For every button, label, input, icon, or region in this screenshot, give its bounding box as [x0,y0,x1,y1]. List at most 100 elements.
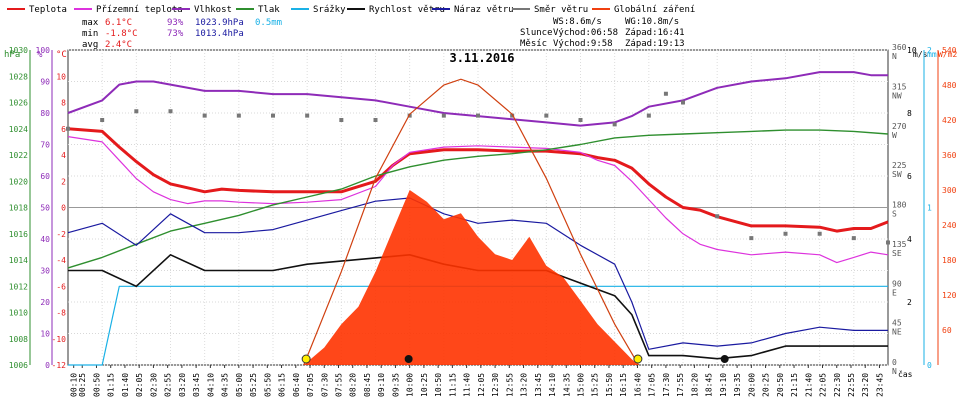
stats-min-humidity: 73% [167,29,184,39]
wind-direction-point [100,118,105,122]
x-tick-label: 12:55 [505,373,514,397]
pressure-tick-label: 1018 [9,204,28,213]
x-tick-label: 08:45 [363,373,372,397]
wind-direction-point [544,113,549,118]
wind-direction-point [271,113,275,118]
wind-direction-point [663,91,668,96]
temperature-tick-label: -12 [52,361,67,370]
pressure-tick-label: 1012 [9,282,28,291]
wind-speed-tick-label: 2 [907,298,912,307]
legend-label: Rychlost větru [369,5,445,15]
x-tick-label: 16:15 [619,373,628,397]
x-tick-label: 00:50 [92,373,101,397]
legend-label: Náraz větru [454,5,514,15]
wind-direction-compass-label: NE [892,328,902,337]
legend-item: Náraz větru [432,5,514,15]
x-tick-label: 17:30 [662,373,671,397]
temperature-tick-label: 0 [61,204,66,213]
x-tick-label: 22:55 [847,373,856,397]
x-tick-label: 17:55 [676,373,685,397]
series-teplota [67,127,889,233]
temperature-tick-label: 8 [61,99,66,108]
x-tick-label: 12:30 [491,373,500,397]
temperature-tick-label: -4 [56,256,66,265]
radiation-tick-label: 240 [942,221,957,230]
legend-label: Srážky [313,5,346,15]
radiation-tick-label: 360 [942,151,957,160]
wind-direction-point [783,231,788,236]
x-tick-label: 17:05 [648,373,657,397]
humidity-tick-label: 0 [45,361,50,370]
pressure-tick-label: 1030 [9,46,28,55]
stats-max-pressure: 1023.9hPa [195,18,244,28]
humidity-tick-label: 80 [40,109,50,118]
x-tick-label: 16:40 [633,373,642,397]
x-tick-label: 02:30 [149,373,158,397]
series-line [67,129,889,269]
wind-direction-point [236,113,241,118]
temperature-tick-label: 10 [56,72,66,81]
moon-label: Měsíc [520,39,547,49]
pressure-tick-label: 1026 [9,99,28,108]
series-tlak [67,129,889,269]
temperature-tick-label: 6 [61,125,66,134]
temperature-tick-label: -10 [52,335,67,344]
stats-min-temp: -1.8°C [105,29,138,39]
x-tick-label: 10:25 [420,373,429,397]
x-tick-label: 19:35 [733,373,742,397]
x-tick-label: 23:20 [861,373,870,397]
stats-min-pressure: 1013.4hPa [195,29,244,39]
humidity-tick-label: 50 [40,204,50,213]
x-tick-label: 20:25 [762,373,771,397]
humidity-tick-label: 30 [40,267,50,276]
x-tick-label: 07:55 [334,373,343,397]
wind-direction-point [373,118,378,122]
rain-tick-label: 0 [927,361,932,370]
x-tick-label: 05:25 [249,373,258,397]
x-tick-label: 20:50 [776,373,785,397]
temperature-tick-label: -6 [56,282,66,291]
temperature-tick-label: 2 [61,177,66,186]
legend-label: Přízemní teplota [96,5,183,15]
x-tick-label: 18:45 [705,373,714,397]
moon-marker [404,355,413,363]
legend-item: Vlhkost [172,5,232,15]
pressure-tick-label: 1020 [9,177,28,186]
wind-direction-point [817,231,822,236]
stats-min-label: min [82,29,98,39]
axes: hPa% °C1006100810101012101410161018102010… [4,43,957,397]
temperature-tick-label: -2 [56,230,66,239]
x-tick-label: 20:00 [747,373,756,397]
x-tick-label: 03:45 [192,373,201,397]
x-tick-label: 03:20 [178,373,187,397]
series-přízemní-teplota [67,136,889,264]
humidity-tick-label: 70 [40,141,50,150]
stats-max-rain: 0.5mm [255,18,282,28]
legend-item: Rychlost větru [347,5,445,15]
x-tick-label: 18:20 [690,373,699,397]
pressure-tick-label: 1024 [9,125,28,134]
stats-avg-label: avg [82,40,98,50]
wind-direction-compass-label: N [892,52,897,61]
radiation-unit: W/m2 [938,50,957,59]
wind-direction-point [441,113,446,118]
legend-label: Tlak [258,5,280,15]
humidity-tick-label: 100 [36,46,51,55]
radiation-tick-label: 180 [942,256,957,265]
x-tick-label: 15:50 [605,373,614,397]
sun-marker [301,354,311,364]
pressure-tick-label: 1006 [9,361,28,370]
series-směr-větru [66,91,890,245]
humidity-tick-label: 90 [40,78,50,87]
radiation-tick-label: 480 [942,81,957,90]
legend-item: Směr větru [512,5,588,15]
wind-speed-max: WS:8.6m/s [553,17,602,27]
x-tick-label: 15:00 [577,373,586,397]
wind-gust-max: WG:10.8m/s [625,17,679,27]
x-tick-label: 10:00 [406,373,415,397]
wind-direction-point [886,240,890,245]
radiation-area [303,190,639,365]
wind-direction-compass-label: W [892,131,897,140]
sun-label: Slunce [520,28,553,38]
wind-speed-tick-label: 4 [907,235,912,244]
